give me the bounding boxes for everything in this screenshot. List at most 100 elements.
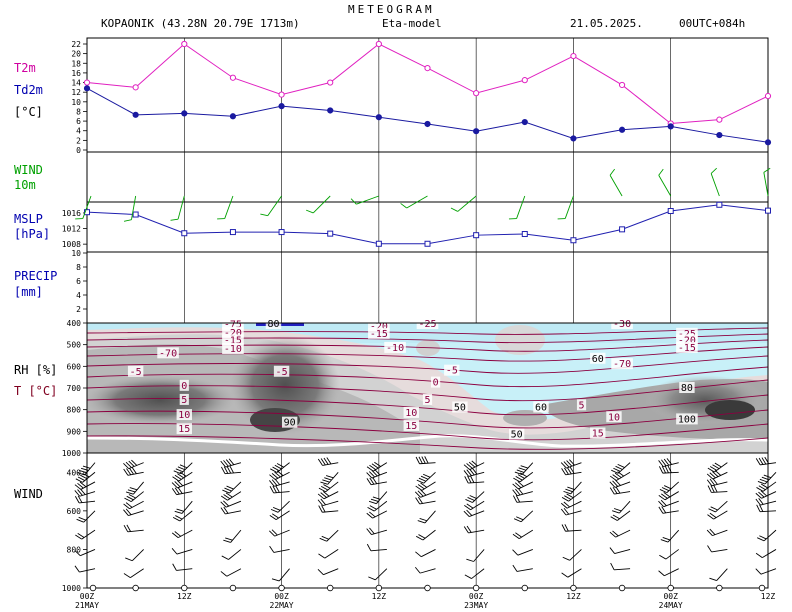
profile-barb-feather xyxy=(761,476,770,481)
isotherm-label: -5 xyxy=(446,366,458,377)
ytick-label: 12 xyxy=(71,88,81,97)
profile-barb-feather xyxy=(74,565,80,573)
profile-barb-feather xyxy=(466,463,473,469)
profile-barb-feather xyxy=(564,495,572,500)
profile-barb-feather xyxy=(228,458,235,465)
profile-barb-feather xyxy=(706,479,713,487)
precip-label: PRECIP xyxy=(14,269,58,283)
wind-10m-barbs xyxy=(75,167,771,222)
calm-circle xyxy=(758,584,766,592)
isotherm-label: -30 xyxy=(613,319,631,330)
profile-barb-feather xyxy=(463,510,470,517)
ytick-label: 14 xyxy=(71,79,81,88)
profile-barb-feather xyxy=(77,489,83,496)
profile-barb-feather xyxy=(129,487,138,491)
isotherm-label-bg xyxy=(676,327,698,339)
profile-barb-feather xyxy=(324,477,332,481)
profile-barb-feather xyxy=(714,462,722,468)
profile-barb xyxy=(716,568,728,581)
ytick-label: 800 xyxy=(67,545,82,554)
profile-barb-feather xyxy=(220,460,226,468)
calm-circle xyxy=(375,584,383,592)
profile-barb-feather xyxy=(418,456,423,464)
x-axis-labels: 00Z 12Z 00Z 12Z 00Z 12Z 00Z 12Z 21MAY 22MAY 23MAY 2… xyxy=(75,592,775,610)
ytick-label: 1012 xyxy=(62,225,81,234)
profile-barb-feather xyxy=(128,467,134,475)
profile-barb-feather xyxy=(465,498,473,503)
profile-barb-feather xyxy=(658,506,664,514)
profile-barb-feather xyxy=(424,456,429,464)
profile-barb-feather xyxy=(175,515,183,520)
td2m-point xyxy=(83,85,91,92)
profile-barb-feather xyxy=(177,486,183,494)
profile-barb-feather xyxy=(418,496,423,504)
profile-barb-feather xyxy=(422,473,431,478)
date-label: 21.05.2025. xyxy=(570,17,643,30)
station-label: KOPAONIK (43.28N 20.79E 1713m) xyxy=(101,17,300,30)
mslp-point xyxy=(278,229,285,236)
profile-barb-feather xyxy=(666,458,672,465)
profile-barb-feather xyxy=(173,470,181,475)
profile-barb-feather xyxy=(658,460,664,467)
profile-barb xyxy=(517,549,533,556)
profile-barb-feather xyxy=(659,554,667,560)
wind-barb-feather xyxy=(763,167,771,173)
mslp-point xyxy=(229,229,236,236)
calm-circle xyxy=(667,584,674,592)
profile-barb xyxy=(664,568,679,577)
calm-circle xyxy=(181,584,188,592)
profile-barb-feather xyxy=(322,479,330,483)
profile-barb-feather xyxy=(614,479,621,486)
td2m-point xyxy=(278,103,285,110)
profile-barb xyxy=(614,548,631,555)
wind-barb xyxy=(131,195,137,220)
t2m-point xyxy=(229,74,237,81)
profile-barb-feather xyxy=(74,496,80,504)
profile-barb-feather xyxy=(366,478,372,485)
td2m-point xyxy=(375,114,382,121)
profile-barb-feather xyxy=(759,504,764,512)
x-tick-label: 00Z xyxy=(274,592,289,601)
profile-barb-feather xyxy=(610,562,615,571)
profile-barb xyxy=(421,549,436,558)
wind-barb xyxy=(516,195,526,219)
pressure-yticks: 400 500 600 700 800 900 1000 xyxy=(62,319,87,458)
isotherm-label: 60 xyxy=(535,403,547,414)
profile-barb-feather xyxy=(225,537,233,541)
isotherm-label-group: -75 80 -20 -25-15-20-15-10 -10-70-5 -5 -50 05 5 5… xyxy=(127,318,698,441)
profile-barb-feather xyxy=(663,492,671,498)
isotherm-label: 10 xyxy=(178,410,190,421)
profile-barb-feather xyxy=(374,461,381,467)
profile-barb-feather xyxy=(661,487,670,492)
isotherm-label: 5 xyxy=(424,395,430,406)
profile-barb-feather xyxy=(177,480,184,487)
profile-barb xyxy=(226,568,242,577)
profile-barb-feather xyxy=(471,460,478,467)
ytick-label: 10 xyxy=(71,249,81,258)
profile-barb-feather xyxy=(609,475,617,481)
profile-barb-feather xyxy=(467,497,475,501)
mslp-point xyxy=(327,230,334,237)
profile-barb-feather xyxy=(760,483,768,489)
isotherm-label-bg xyxy=(222,318,244,330)
profile-barb-feather xyxy=(125,502,133,508)
temperature-series xyxy=(83,40,772,146)
profile-barb-feather xyxy=(123,468,129,476)
profile-barb-feather xyxy=(564,524,569,532)
calm-circle xyxy=(327,584,334,592)
t2m-point xyxy=(764,92,772,100)
profile-barb-feather xyxy=(514,482,522,489)
profile-barb-feather xyxy=(325,475,334,479)
profile-barb-feather xyxy=(269,514,277,520)
profile-barb-feather xyxy=(269,474,276,480)
isotherm-label-bg xyxy=(590,427,606,439)
profile-barb-feather xyxy=(464,574,472,579)
td2m-point xyxy=(521,118,528,126)
ytick-label: 500 xyxy=(67,341,82,350)
profile-barb-feather xyxy=(270,468,278,473)
profile-barb-feather xyxy=(417,490,424,497)
isotherm-label: 15 xyxy=(405,421,417,432)
profile-barb-feather xyxy=(174,481,181,488)
wind-barb xyxy=(609,174,623,197)
profile-barb-feather xyxy=(179,471,187,477)
